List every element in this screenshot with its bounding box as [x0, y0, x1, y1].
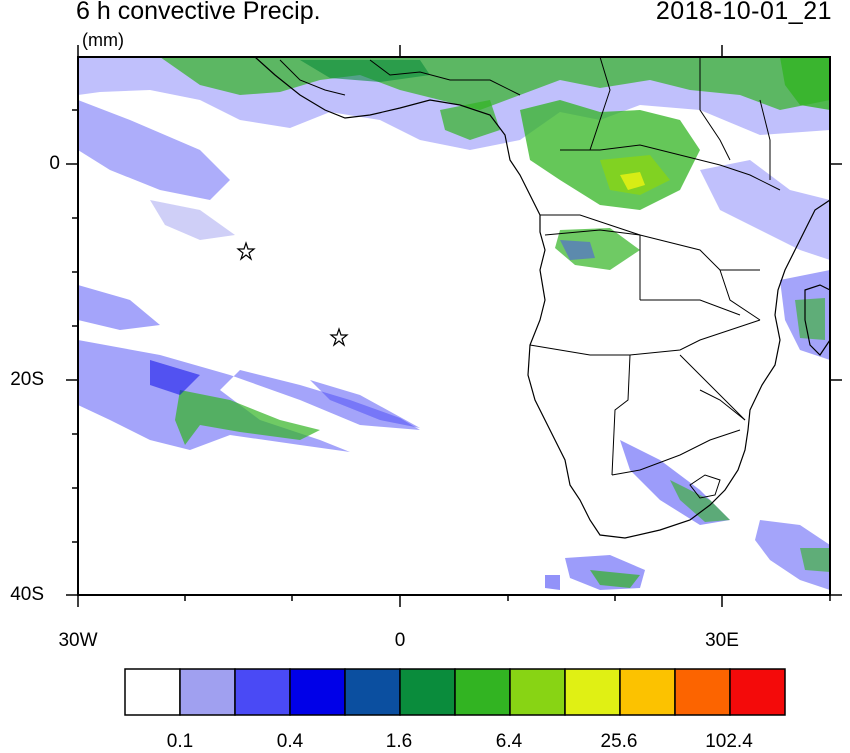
- colorbar-swatch: [509, 668, 566, 716]
- colorbar-swatch: [124, 668, 181, 716]
- west-africa-coast: [254, 57, 830, 539]
- precip-west-streaks: [78, 100, 235, 240]
- datetime-label: 2018-10-01_21: [655, 0, 832, 25]
- x-tick-label: 30W: [58, 630, 98, 651]
- colorbar: [124, 668, 786, 716]
- colorbar-label: 102.4: [705, 731, 753, 752]
- x-tick-label: 30E: [705, 630, 739, 651]
- precip-central-africa: [555, 160, 830, 360]
- colorbar-label: 1.6: [385, 731, 413, 752]
- colorbar-label: 25.6: [600, 731, 638, 752]
- y-tick-label: 40S: [10, 584, 44, 605]
- y-tick-label: 20S: [10, 369, 44, 390]
- colorbar-swatch: [674, 668, 731, 716]
- colorbar-swatch: [344, 668, 401, 716]
- colorbar-label: 0.1: [166, 731, 194, 752]
- x-tick-label: 0: [394, 630, 406, 651]
- star-icon: [329, 327, 349, 347]
- y-tick-label: 0: [49, 153, 60, 174]
- coastlines: [254, 57, 830, 539]
- colorbar-swatch: [399, 668, 456, 716]
- map-title: 6 h convective Precip.: [76, 0, 321, 25]
- precipitation-field: [78, 57, 830, 590]
- precip-southwest-band: [78, 285, 420, 452]
- colorbar-swatch: [289, 668, 346, 716]
- colorbar-swatch: [454, 668, 511, 716]
- colorbar-swatch: [234, 668, 291, 716]
- colorbar-swatch: [619, 668, 676, 716]
- colorbar-label: 0.4: [276, 731, 304, 752]
- colorbar-label: 6.4: [495, 731, 523, 752]
- units-label: (mm): [82, 30, 124, 50]
- country-borders: [279, 57, 781, 499]
- star-icon: [236, 241, 256, 261]
- precip-south: [545, 440, 830, 590]
- star-markers: [236, 241, 349, 347]
- colorbar-swatch: [179, 668, 236, 716]
- colorbar-swatch: [729, 668, 786, 716]
- axis-ticks: [66, 45, 842, 607]
- colorbar-swatch: [564, 668, 621, 716]
- madagascar-outline: [804, 284, 830, 356]
